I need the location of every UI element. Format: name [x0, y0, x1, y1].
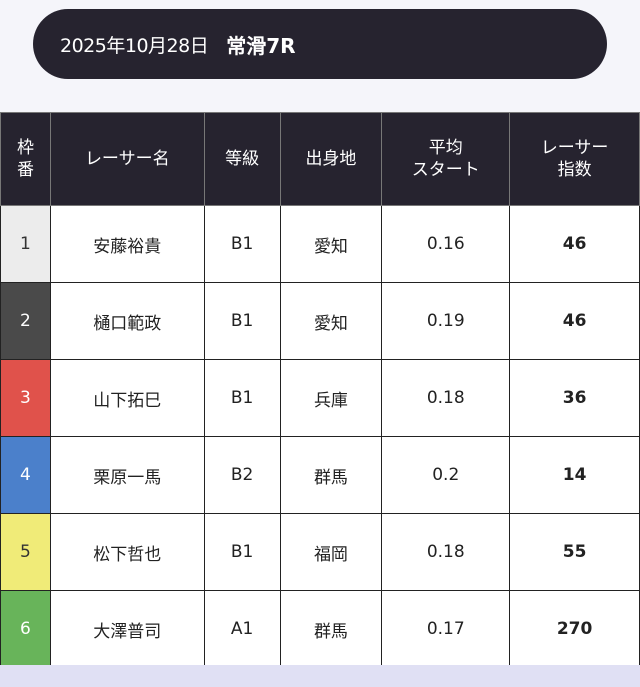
frame-number-cell: 3 — [0, 359, 51, 437]
racer-table: 枠番レーサー名 等級 出身地 平均 スタート レーサー 指数 1 安藤裕貴 B1 愛知 0.16 46… — [0, 112, 640, 668]
column-header-line: 番 — [16, 160, 34, 180]
column-header-line: 平均 — [428, 137, 463, 158]
race-date: 2025年10月28日 — [60, 34, 209, 57]
frame-number-cell: 1 — [0, 205, 51, 283]
race-banner: 2025年10月28日 常滑7R — [33, 9, 607, 79]
racer-index-cell: 46 — [509, 282, 640, 360]
column-header: 出身地 — [279, 112, 383, 206]
race-name: 常滑7R — [226, 33, 296, 58]
hometown-cell: 福岡 — [279, 513, 383, 591]
column-header-line: 等級 — [225, 148, 260, 169]
hometown-cell: 群馬 — [279, 590, 383, 668]
racer-name-cell: 大澤普司 — [49, 590, 205, 668]
bottom-band — [0, 665, 640, 687]
avg-start-cell: 0.16 — [381, 205, 511, 283]
hometown-cell: 愛知 — [279, 205, 383, 283]
column-header-line: スタート — [411, 160, 480, 180]
grade-cell: B1 — [203, 205, 281, 283]
column-header-line: 枠 — [16, 137, 34, 158]
racer-index-cell: 55 — [509, 513, 640, 591]
hometown-cell: 兵庫 — [279, 359, 383, 437]
column-header: レーサー 指数 — [509, 112, 640, 206]
frame-number-cell: 2 — [0, 282, 51, 360]
column-header-line: 出身地 — [305, 148, 357, 169]
racer-index-cell: 36 — [509, 359, 640, 437]
frame-number-cell: 4 — [0, 436, 51, 514]
column-header: 枠番 — [0, 112, 51, 206]
grade-cell: B1 — [203, 513, 281, 591]
table-header-row: 枠番レーサー名 等級 出身地 平均 スタート レーサー 指数 — [0, 112, 640, 206]
column-header-line: レーサー — [540, 137, 609, 158]
table-row: 5 松下哲也 B1 福岡 0.18 55 — [0, 513, 640, 591]
racer-index-cell: 46 — [509, 205, 640, 283]
racer-index-cell: 270 — [509, 590, 640, 668]
frame-number-cell: 6 — [0, 590, 51, 668]
hometown-cell: 愛知 — [279, 282, 383, 360]
racer-name-cell: 栗原一馬 — [49, 436, 205, 514]
table-row: 2 樋口範政 B1 愛知 0.19 46 — [0, 282, 640, 360]
avg-start-cell: 0.17 — [381, 590, 511, 668]
racer-name-cell: 樋口範政 — [49, 282, 205, 360]
grade-cell: B2 — [203, 436, 281, 514]
column-header: レーサー名 — [49, 112, 205, 206]
avg-start-cell: 0.2 — [381, 436, 511, 514]
column-header: 平均 スタート — [381, 112, 511, 206]
frame-number-cell: 5 — [0, 513, 51, 591]
avg-start-cell: 0.18 — [381, 513, 511, 591]
racer-name-cell: 安藤裕貴 — [49, 205, 205, 283]
column-header-line: 指数 — [557, 160, 592, 180]
column-header-line: レーサー名 — [84, 148, 170, 169]
racer-name-cell: 松下哲也 — [49, 513, 205, 591]
racer-name-cell: 山下拓巳 — [49, 359, 205, 437]
racer-index-cell: 14 — [509, 436, 640, 514]
table-row: 6 大澤普司 A1 群馬 0.17 270 — [0, 590, 640, 668]
hometown-cell: 群馬 — [279, 436, 383, 514]
grade-cell: A1 — [203, 590, 281, 668]
column-header: 等級 — [203, 112, 281, 206]
table-row: 1 安藤裕貴 B1 愛知 0.16 46 — [0, 205, 640, 283]
grade-cell: B1 — [203, 282, 281, 360]
table-row: 4 栗原一馬 B2 群馬 0.2 14 — [0, 436, 640, 514]
avg-start-cell: 0.18 — [381, 359, 511, 437]
grade-cell: B1 — [203, 359, 281, 437]
avg-start-cell: 0.19 — [381, 282, 511, 360]
table-row: 3 山下拓巳 B1 兵庫 0.18 36 — [0, 359, 640, 437]
